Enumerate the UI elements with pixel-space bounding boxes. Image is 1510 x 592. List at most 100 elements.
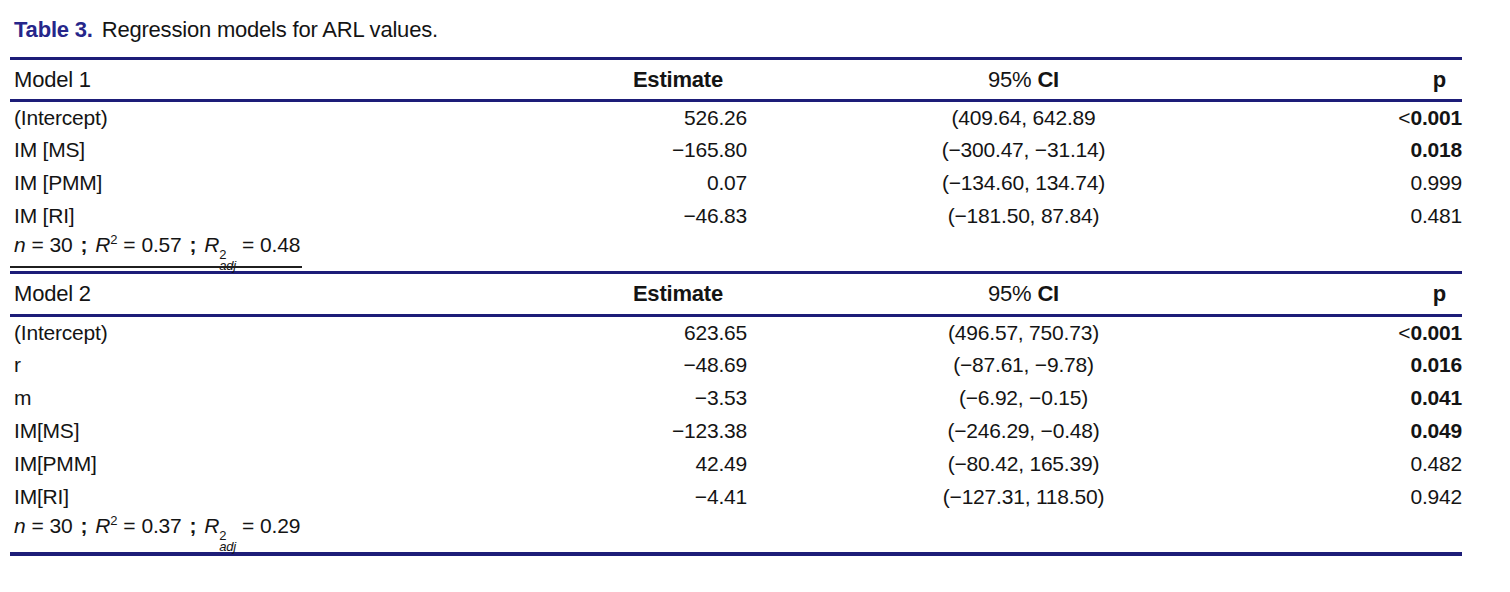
term-cell: IM[RI] [10, 481, 510, 514]
model-stats-row: n=30;R2=0.57;R2adj=0.48 [10, 233, 1462, 273]
caption-label: Table 3. [14, 17, 93, 42]
estimate-cell: 0.07 [510, 167, 747, 200]
p-value: 0.999 [1410, 171, 1462, 194]
p-cell: 0.942 [1300, 481, 1462, 514]
ci-cell: (−80.42, 165.39) [747, 448, 1300, 481]
model-1-body: (Intercept) 526.26 (409.64, 642.89 <0.00… [10, 101, 1462, 273]
estimate-cell: −123.38 [510, 415, 747, 448]
stat-n-value: 30 [50, 514, 73, 537]
stat-r2-value: 0.57 [141, 233, 181, 256]
ci-cell: (−6.92, −0.15) [747, 382, 1300, 415]
stat-r2-var: R [95, 233, 110, 256]
stat-r2adj-value: 0.29 [260, 514, 300, 537]
model-2-body: (Intercept) 623.65 (496.57, 750.73) <0.0… [10, 316, 1462, 554]
table-row: (Intercept) 623.65 (496.57, 750.73) <0.0… [10, 316, 1462, 349]
stat-r2adj-var: R [204, 233, 219, 256]
model-stats: n=30;R2=0.57;R2adj=0.48 [10, 233, 1462, 273]
stat-n-var: n [14, 514, 25, 537]
p-cell: 0.016 [1300, 349, 1462, 382]
p-value: 0.942 [1410, 485, 1462, 508]
stat-r2-value: 0.37 [141, 514, 181, 537]
table-row: (Intercept) 526.26 (409.64, 642.89 <0.00… [10, 101, 1462, 134]
estimate-cell: −4.41 [510, 481, 747, 514]
ci-cell: (−127.31, 118.50) [747, 481, 1300, 514]
model-1-header: Model 1 Estimate 95% CI p [10, 59, 1462, 101]
ci-header-percent: 95% [988, 67, 1031, 92]
ci-cell: (−87.61, −9.78) [747, 349, 1300, 382]
ci-cell: (409.64, 642.89 [747, 101, 1300, 134]
model-stats: n=30;R2=0.37;R2adj=0.29 [10, 514, 1462, 554]
estimate-cell: 526.26 [510, 101, 747, 134]
term-cell: IM [MS] [10, 134, 510, 167]
p-cell: 0.049 [1300, 415, 1462, 448]
p-cell: 0.041 [1300, 382, 1462, 415]
table-row: m −3.53 (−6.92, −0.15) 0.041 [10, 382, 1462, 415]
ci-cell: (−246.29, −0.48) [747, 415, 1300, 448]
p-cell: 0.018 [1300, 134, 1462, 167]
estimate-cell: −165.80 [510, 134, 747, 167]
ci-cell: (−300.47, −31.14) [747, 134, 1300, 167]
p-value: 0.016 [1410, 353, 1462, 376]
p-prefix: < [1398, 321, 1410, 344]
model-1-table: Model 1 Estimate 95% CI p (Intercept) 52… [10, 57, 1462, 274]
term-cell: IM [RI] [10, 200, 510, 233]
column-header-estimate: Estimate [510, 59, 747, 101]
term-cell: IM [PMM] [10, 167, 510, 200]
header-row: Model 1 Estimate 95% CI p [10, 59, 1462, 101]
table-row: IM[MS] −123.38 (−246.29, −0.48) 0.049 [10, 415, 1462, 448]
p-value: 0.041 [1410, 386, 1462, 409]
model-name-header: Model 1 [10, 59, 510, 101]
header-row: Model 2 Estimate 95% CI p [10, 274, 1462, 316]
column-header-ci: 95% CI [747, 274, 1300, 316]
p-cell: 0.481 [1300, 200, 1462, 233]
table-row: r −48.69 (−87.61, −9.78) 0.016 [10, 349, 1462, 382]
estimate-cell: 623.65 [510, 316, 747, 349]
estimate-cell: 42.49 [510, 448, 747, 481]
model-name-header: Model 2 [10, 274, 510, 316]
term-cell: r [10, 349, 510, 382]
ci-header-ci: CI [1037, 67, 1059, 92]
term-cell: IM[MS] [10, 415, 510, 448]
stat-r2-var: R [95, 514, 110, 537]
model-2-table: Model 2 Estimate 95% CI p (Intercept) 62… [10, 274, 1462, 556]
p-cell: 0.482 [1300, 448, 1462, 481]
model-stats-row: n=30;R2=0.37;R2adj=0.29 [10, 514, 1462, 554]
table-row: IM [RI] −46.83 (−181.50, 87.84) 0.481 [10, 200, 1462, 233]
ci-cell: (496.57, 750.73) [747, 316, 1300, 349]
ci-cell: (−181.50, 87.84) [747, 200, 1300, 233]
model-2-header: Model 2 Estimate 95% CI p [10, 274, 1462, 316]
stat-r2adj-var: R [204, 514, 219, 537]
column-header-p: p [1300, 59, 1462, 101]
term-cell: (Intercept) [10, 316, 510, 349]
stat-n-value: 30 [50, 233, 73, 256]
estimate-cell: −48.69 [510, 349, 747, 382]
p-cell: 0.999 [1300, 167, 1462, 200]
p-cell: <0.001 [1300, 316, 1462, 349]
estimate-cell: −46.83 [510, 200, 747, 233]
table-row: IM[PMM] 42.49 (−80.42, 165.39) 0.482 [10, 448, 1462, 481]
paper-table-page: Table 3. Regression models for ARL values… [0, 0, 1510, 592]
p-value: 0.481 [1410, 204, 1462, 227]
term-cell: IM[PMM] [10, 448, 510, 481]
table-row: IM [MS] −165.80 (−300.47, −31.14) 0.018 [10, 134, 1462, 167]
ci-header-percent: 95% [988, 281, 1031, 306]
caption-text: Regression models for ARL values. [102, 17, 438, 42]
p-value: 0.001 [1410, 321, 1462, 344]
p-value: 0.482 [1410, 452, 1462, 475]
term-cell: m [10, 382, 510, 415]
column-header-estimate: Estimate [510, 274, 747, 316]
ci-header-ci: CI [1037, 281, 1059, 306]
stat-n-var: n [14, 233, 25, 256]
term-cell: (Intercept) [10, 101, 510, 134]
p-prefix: < [1398, 106, 1410, 129]
p-value: 0.049 [1410, 419, 1462, 442]
column-header-p: p [1300, 274, 1462, 316]
p-cell: <0.001 [1300, 101, 1462, 134]
table-caption: Table 3. Regression models for ARL values… [14, 16, 1462, 44]
estimate-cell: −3.53 [510, 382, 747, 415]
stat-r2adj-value: 0.48 [260, 233, 300, 256]
column-header-ci: 95% CI [747, 59, 1300, 101]
p-value: 0.018 [1410, 138, 1462, 161]
table-row: IM [PMM] 0.07 (−134.60, 134.74) 0.999 [10, 167, 1462, 200]
ci-cell: (−134.60, 134.74) [747, 167, 1300, 200]
